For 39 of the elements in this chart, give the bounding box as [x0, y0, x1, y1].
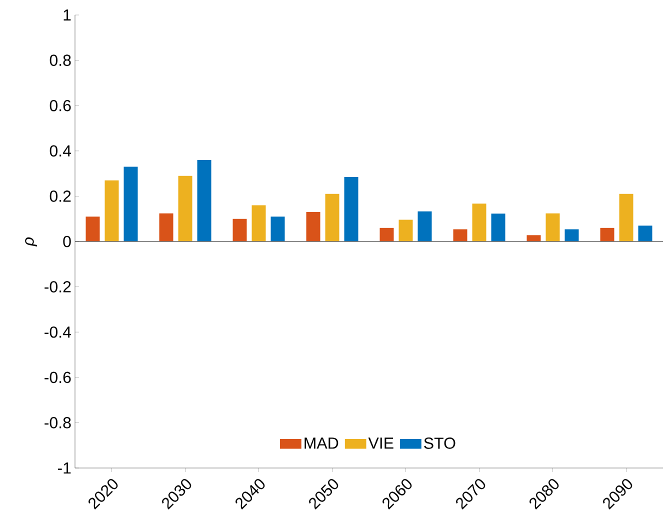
bar — [453, 229, 468, 242]
bar — [178, 176, 192, 242]
bar — [159, 213, 174, 242]
bar — [270, 216, 285, 242]
y-tick-label: -0.2 — [44, 281, 71, 292]
y-tick-label: -0.6 — [44, 372, 71, 384]
y-axis-title: ρ — [25, 237, 38, 246]
legend-label: STO — [424, 438, 456, 449]
bar — [472, 204, 486, 242]
bar — [197, 160, 212, 242]
bar — [491, 214, 506, 242]
bar — [325, 194, 340, 242]
y-tick-label: 0.4 — [50, 145, 71, 157]
y-tick-label: -0.8 — [44, 417, 71, 428]
bar — [398, 220, 413, 242]
bar — [306, 212, 320, 242]
y-tick-label: -0.4 — [44, 326, 71, 338]
y-tick-label: 0.6 — [50, 100, 71, 112]
legend-label: MAD — [304, 438, 338, 449]
legend-label: VIE — [368, 438, 394, 449]
y-tick-label: 0.2 — [50, 190, 71, 202]
bar — [564, 229, 579, 242]
bar — [526, 235, 541, 242]
bar — [252, 205, 266, 242]
bar — [619, 194, 634, 242]
bar — [232, 218, 247, 242]
bar — [344, 176, 358, 242]
bar — [86, 216, 100, 242]
bar — [124, 166, 138, 242]
y-tick-label: 0.8 — [50, 54, 71, 66]
bar — [380, 228, 394, 242]
bar — [546, 213, 560, 242]
y-tick-label: 0 — [63, 236, 71, 248]
y-tick-label: -1 — [58, 462, 71, 474]
bar — [418, 211, 432, 242]
bar — [104, 180, 119, 242]
y-tick-label: 1 — [64, 9, 71, 20]
bar — [600, 228, 614, 242]
bar — [638, 226, 652, 242]
